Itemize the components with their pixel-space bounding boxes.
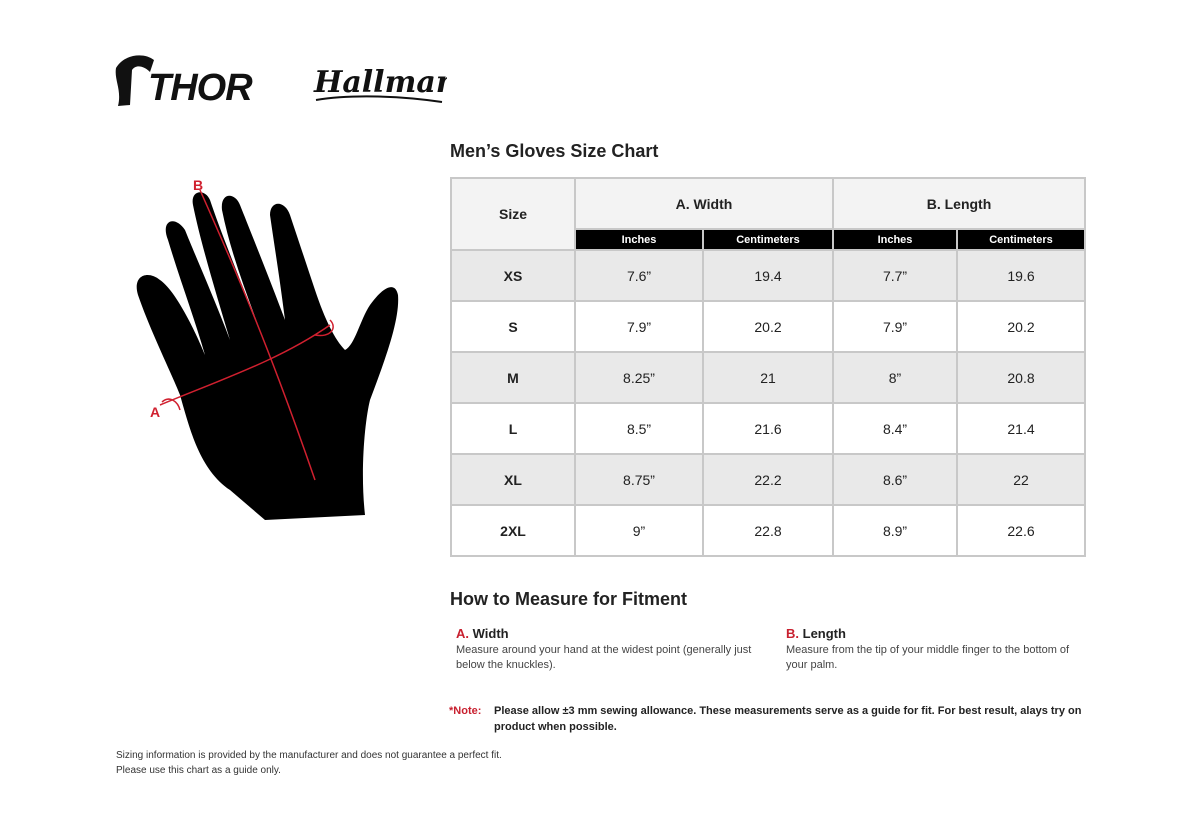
unit-header: Inches xyxy=(574,228,704,251)
value-cell: 8” xyxy=(832,351,958,404)
thor-logo: THOR xyxy=(115,55,254,109)
table-row: XS 7.6” 19.4 7.7” 19.6 xyxy=(450,249,1086,302)
width-letter: A. xyxy=(456,626,469,641)
value-cell: 7.9” xyxy=(574,300,704,353)
value-cell: 22.8 xyxy=(702,504,834,557)
note-label: *Note: xyxy=(449,705,482,717)
value-cell: 8.75” xyxy=(574,453,704,506)
value-cell: 8.9” xyxy=(832,504,958,557)
size-cell: S xyxy=(450,300,576,353)
width-header: A. Width xyxy=(574,177,834,230)
value-cell: 21.6 xyxy=(702,402,834,455)
value-cell: 7.7” xyxy=(832,249,958,302)
value-cell: 7.6” xyxy=(574,249,704,302)
size-chart-table: Size A. Width B. Length Inches Centimete… xyxy=(450,177,1086,557)
label-b: B xyxy=(193,177,203,193)
width-desc: Measure around your hand at the widest p… xyxy=(456,644,752,671)
value-cell: 7.9” xyxy=(832,300,958,353)
size-cell: M xyxy=(450,351,576,404)
value-cell: 22 xyxy=(956,453,1086,506)
value-cell: 8.25” xyxy=(574,351,704,404)
note-text: Please allow ±3 mm sewing allowance. The… xyxy=(494,705,1082,733)
size-cell: XL xyxy=(450,453,576,506)
value-cell: 21 xyxy=(702,351,834,404)
note: *Note: Please allow ±3 mm sewing allowan… xyxy=(449,703,1089,735)
svg-text:Hallman: Hallman xyxy=(313,65,447,100)
size-header: Size xyxy=(450,177,576,251)
how-to-measure-title: How to Measure for Fitment xyxy=(450,589,688,609)
value-cell: 8.6” xyxy=(832,453,958,506)
length-letter: B. xyxy=(786,626,799,641)
footer-line: Sizing information is provided by the ma… xyxy=(116,750,502,761)
length-label: Length xyxy=(802,626,846,641)
value-cell: 19.6 xyxy=(956,249,1086,302)
width-label: Width xyxy=(472,626,509,641)
value-cell: 20.8 xyxy=(956,351,1086,404)
table-row: 2XL 9” 22.8 8.9” 22.6 xyxy=(450,504,1086,557)
value-cell: 20.2 xyxy=(702,300,834,353)
hand-silhouette xyxy=(136,192,399,520)
table-row: S 7.9” 20.2 7.9” 20.2 xyxy=(450,300,1086,353)
footer-disclaimer: Sizing information is provided by the ma… xyxy=(116,748,502,778)
size-cell: L xyxy=(450,402,576,455)
table-row: M 8.25” 21 8” 20.8 xyxy=(450,351,1086,404)
value-cell: 22.2 xyxy=(702,453,834,506)
value-cell: 22.6 xyxy=(956,504,1086,557)
thor-logo-text: THOR xyxy=(148,67,253,109)
value-cell: 19.4 xyxy=(702,249,834,302)
length-header: B. Length xyxy=(832,177,1086,230)
hand-measure-diagram: B A xyxy=(136,177,399,520)
length-desc: Measure from the tip of your middle fing… xyxy=(786,644,1070,671)
hallman-logo: Hallman xyxy=(313,65,447,103)
table-row: XL 8.75” 22.2 8.6” 22 xyxy=(450,453,1086,506)
size-cell: XS xyxy=(450,249,576,302)
unit-header: Inches xyxy=(832,228,958,251)
label-a: A xyxy=(150,404,160,420)
value-cell: 21.4 xyxy=(956,402,1086,455)
width-instruction: A. Width Measure around your hand at the… xyxy=(456,626,766,673)
unit-header: Centimeters xyxy=(702,228,834,251)
unit-header: Centimeters xyxy=(956,228,1086,251)
page-title: Men’s Gloves Size Chart xyxy=(450,141,659,161)
value-cell: 20.2 xyxy=(956,300,1086,353)
value-cell: 8.5” xyxy=(574,402,704,455)
length-instruction: B. Length Measure from the tip of your m… xyxy=(786,626,1086,673)
size-cell: 2XL xyxy=(450,504,576,557)
value-cell: 8.4” xyxy=(832,402,958,455)
footer-line: Please use this chart as a guide only. xyxy=(116,765,281,776)
value-cell: 9” xyxy=(574,504,704,557)
table-row: L 8.5” 21.6 8.4” 21.4 xyxy=(450,402,1086,455)
